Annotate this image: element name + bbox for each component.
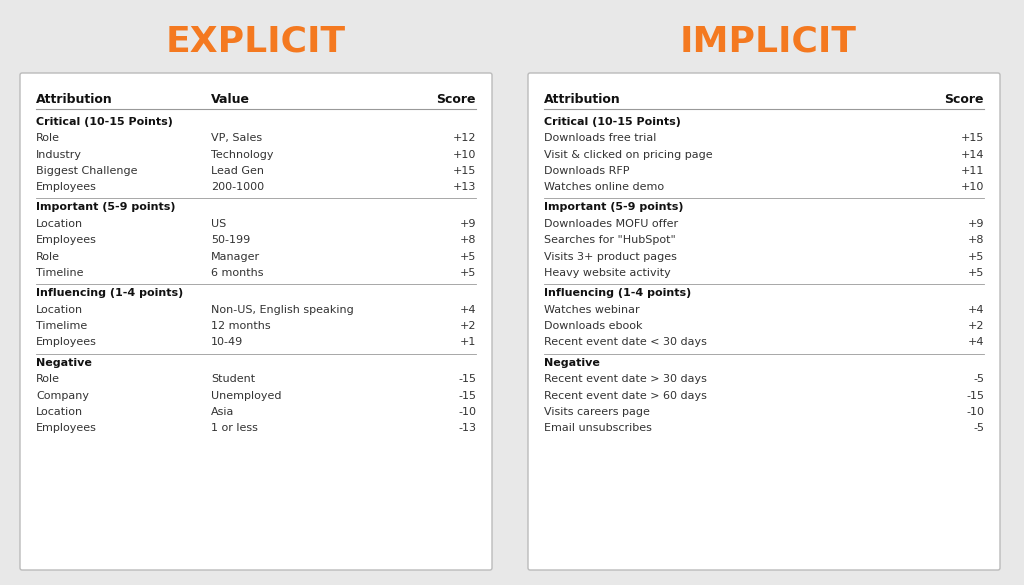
Text: Employees: Employees [36,235,97,246]
Text: Watches online demo: Watches online demo [544,182,665,192]
Text: -15: -15 [458,374,476,384]
Text: Visits 3+ product pages: Visits 3+ product pages [544,252,677,261]
Text: US: US [211,219,226,229]
Text: Recent event date > 30 days: Recent event date > 30 days [544,374,707,384]
Text: +10: +10 [453,150,476,160]
Text: 1 or less: 1 or less [211,423,258,433]
Text: Attribution: Attribution [36,93,113,106]
Text: Manager: Manager [211,252,260,261]
Text: +2: +2 [968,321,984,331]
Text: EXPLICIT: EXPLICIT [166,25,346,59]
Text: Influencing (1-4 points): Influencing (1-4 points) [544,288,691,298]
Text: +4: +4 [460,305,476,315]
Text: 200-1000: 200-1000 [211,182,264,192]
Text: Timelime: Timelime [36,321,87,331]
Text: Biggest Challenge: Biggest Challenge [36,166,137,176]
Text: Non-US, English speaking: Non-US, English speaking [211,305,353,315]
Text: Downloads ebook: Downloads ebook [544,321,642,331]
Text: -10: -10 [458,407,476,417]
Text: Student: Student [211,374,255,384]
Text: +14: +14 [961,150,984,160]
Text: Downloads RFP: Downloads RFP [544,166,630,176]
Text: +4: +4 [968,338,984,347]
Text: +13: +13 [453,182,476,192]
Text: Location: Location [36,305,83,315]
Text: Important (5-9 points): Important (5-9 points) [544,202,683,212]
Text: Lead Gen: Lead Gen [211,166,264,176]
Text: 50-199: 50-199 [211,235,250,246]
Text: Heavy website activity: Heavy website activity [544,268,671,278]
Text: Watches webinar: Watches webinar [544,305,640,315]
Text: Searches for "HubSpot": Searches for "HubSpot" [544,235,676,246]
Text: Technology: Technology [211,150,273,160]
Text: +8: +8 [460,235,476,246]
Text: Role: Role [36,374,60,384]
Text: +10: +10 [961,182,984,192]
Text: Visits careers page: Visits careers page [544,407,650,417]
Text: Role: Role [36,133,60,143]
Text: +8: +8 [968,235,984,246]
Text: Recent event date < 30 days: Recent event date < 30 days [544,338,707,347]
Text: -15: -15 [458,391,476,401]
Text: +9: +9 [968,219,984,229]
Text: Downloades MOFU offer: Downloades MOFU offer [544,219,678,229]
Text: +1: +1 [460,338,476,347]
Text: Score: Score [944,93,984,106]
Text: 12 months: 12 months [211,321,270,331]
Text: Location: Location [36,407,83,417]
Text: Role: Role [36,252,60,261]
Text: +5: +5 [968,252,984,261]
Text: +15: +15 [961,133,984,143]
Text: -13: -13 [458,423,476,433]
Text: +15: +15 [453,166,476,176]
Text: Unemployed: Unemployed [211,391,282,401]
Text: -5: -5 [973,423,984,433]
FancyBboxPatch shape [528,73,1000,570]
Text: 6 months: 6 months [211,268,263,278]
Text: Company: Company [36,391,89,401]
Text: Employees: Employees [36,182,97,192]
Text: Employees: Employees [36,423,97,433]
Text: +4: +4 [968,305,984,315]
Text: +9: +9 [460,219,476,229]
Text: Employees: Employees [36,338,97,347]
Text: Timeline: Timeline [36,268,84,278]
Text: +5: +5 [460,252,476,261]
Text: Attribution: Attribution [544,93,621,106]
Text: Influencing (1-4 points): Influencing (1-4 points) [36,288,183,298]
Text: Value: Value [211,93,250,106]
Text: Email unsubscribes: Email unsubscribes [544,423,652,433]
Text: Critical (10-15 Points): Critical (10-15 Points) [544,117,681,127]
Text: Negative: Negative [36,358,92,368]
Text: -15: -15 [966,391,984,401]
Text: Location: Location [36,219,83,229]
Text: +5: +5 [968,268,984,278]
Text: 10-49: 10-49 [211,338,244,347]
Text: -10: -10 [966,407,984,417]
Text: Important (5-9 points): Important (5-9 points) [36,202,175,212]
Text: +5: +5 [460,268,476,278]
FancyBboxPatch shape [20,73,492,570]
Text: VP, Sales: VP, Sales [211,133,262,143]
Text: +11: +11 [961,166,984,176]
Text: -5: -5 [973,374,984,384]
Text: Critical (10-15 Points): Critical (10-15 Points) [36,117,173,127]
Text: Industry: Industry [36,150,82,160]
Text: Score: Score [436,93,476,106]
Text: Downloads free trial: Downloads free trial [544,133,656,143]
Text: +2: +2 [460,321,476,331]
Text: Recent event date > 60 days: Recent event date > 60 days [544,391,707,401]
Text: Negative: Negative [544,358,600,368]
Text: Visit & clicked on pricing page: Visit & clicked on pricing page [544,150,713,160]
Text: Asia: Asia [211,407,234,417]
Text: +12: +12 [453,133,476,143]
Text: IMPLICIT: IMPLICIT [680,25,856,59]
